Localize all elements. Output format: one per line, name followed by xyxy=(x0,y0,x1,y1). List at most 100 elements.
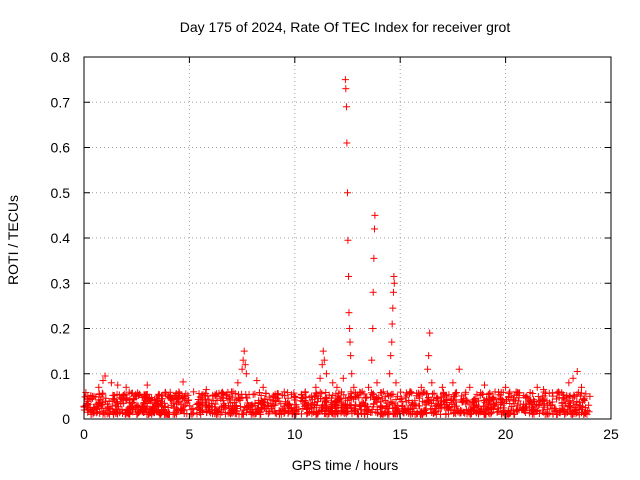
x-tick-label: 20 xyxy=(498,426,514,442)
baseline-point xyxy=(514,397,522,405)
baseline-point xyxy=(526,388,534,396)
baseline-point xyxy=(369,403,377,411)
baseline-point xyxy=(476,392,484,400)
data-point xyxy=(369,325,377,332)
data-point xyxy=(312,383,320,391)
baseline-point xyxy=(582,390,590,398)
baseline-point xyxy=(180,406,188,414)
data-point xyxy=(345,309,353,317)
baseline-point xyxy=(580,410,588,418)
baseline-point xyxy=(524,394,532,402)
data-point xyxy=(350,383,358,391)
data-point xyxy=(449,379,457,387)
baseline-point xyxy=(113,398,121,406)
baseline-point xyxy=(573,397,581,405)
baseline-point xyxy=(120,390,128,398)
baseline-point xyxy=(224,388,232,396)
data-point xyxy=(417,383,425,391)
baseline-point xyxy=(388,390,396,398)
baseline-point xyxy=(549,410,557,418)
baseline-point xyxy=(155,408,163,416)
data-point xyxy=(389,304,397,312)
baseline-point xyxy=(272,396,280,404)
baseline-point xyxy=(403,408,411,416)
baseline-point xyxy=(365,406,373,414)
baseline-point xyxy=(583,407,591,415)
baseline-point xyxy=(103,400,111,408)
baseline-point xyxy=(566,402,574,410)
data-point xyxy=(389,288,397,296)
data-point xyxy=(533,383,541,391)
baseline-point xyxy=(362,394,370,402)
baseline-point xyxy=(301,397,309,405)
data-point xyxy=(345,272,353,280)
baseline-point xyxy=(415,394,423,402)
baseline-point xyxy=(306,394,314,402)
baseline-point xyxy=(487,404,495,412)
baseline-point xyxy=(142,391,150,399)
baseline-point xyxy=(563,393,571,401)
baseline-point xyxy=(310,403,318,411)
data-point xyxy=(179,378,187,386)
baseline-point xyxy=(386,391,394,399)
baseline-point xyxy=(170,404,178,412)
baseline-point xyxy=(302,398,310,406)
baseline-point xyxy=(411,397,419,405)
baseline-point xyxy=(197,410,205,418)
data-point xyxy=(390,279,398,287)
baseline-point xyxy=(351,405,359,413)
data-point xyxy=(344,189,351,197)
baseline-point xyxy=(155,391,163,399)
baseline-point xyxy=(518,406,526,414)
baseline-point xyxy=(383,399,391,407)
data-point xyxy=(523,392,531,400)
baseline-point xyxy=(476,407,484,415)
data-point xyxy=(339,374,347,382)
baseline-point xyxy=(204,392,212,400)
data-point xyxy=(240,347,248,355)
baseline-point xyxy=(314,398,322,406)
baseline-point xyxy=(284,394,292,402)
x-tick-label: 15 xyxy=(392,426,408,442)
baseline-point xyxy=(367,389,375,397)
baseline-point xyxy=(243,399,251,407)
data-point xyxy=(373,379,381,387)
baseline-point xyxy=(225,402,233,410)
baseline-point xyxy=(376,410,384,418)
baseline-point xyxy=(219,397,227,405)
baseline-point xyxy=(392,405,400,413)
baseline-point xyxy=(473,390,481,398)
baseline-point xyxy=(149,403,157,411)
baseline-point xyxy=(203,406,211,414)
baseline-point xyxy=(499,397,507,405)
data-point xyxy=(320,356,328,364)
baseline-point xyxy=(367,393,375,401)
baseline-point xyxy=(546,409,554,417)
baseline-point xyxy=(285,401,293,409)
baseline-point xyxy=(571,404,579,412)
baseline-point xyxy=(161,402,169,410)
baseline-point xyxy=(403,391,411,399)
baseline-point xyxy=(578,404,586,412)
baseline-point xyxy=(359,399,367,407)
x-axis-label: GPS time / hours xyxy=(292,457,399,473)
baseline-point xyxy=(209,391,217,399)
baseline-point xyxy=(448,400,456,408)
baseline-point xyxy=(486,389,494,397)
baseline-point xyxy=(504,407,512,415)
baseline-point xyxy=(485,397,493,405)
baseline-point xyxy=(133,401,141,409)
baseline-point xyxy=(138,393,146,401)
data-point xyxy=(426,329,434,337)
data-point xyxy=(291,392,299,400)
baseline-point xyxy=(358,398,366,406)
baseline-point xyxy=(180,392,188,400)
data-point xyxy=(270,392,278,400)
baseline-point xyxy=(444,410,452,418)
data-point xyxy=(540,386,548,394)
baseline-point xyxy=(273,390,281,398)
baseline-point xyxy=(159,406,167,414)
data-point xyxy=(365,383,373,391)
data-point xyxy=(388,320,396,328)
baseline-point xyxy=(264,410,272,418)
